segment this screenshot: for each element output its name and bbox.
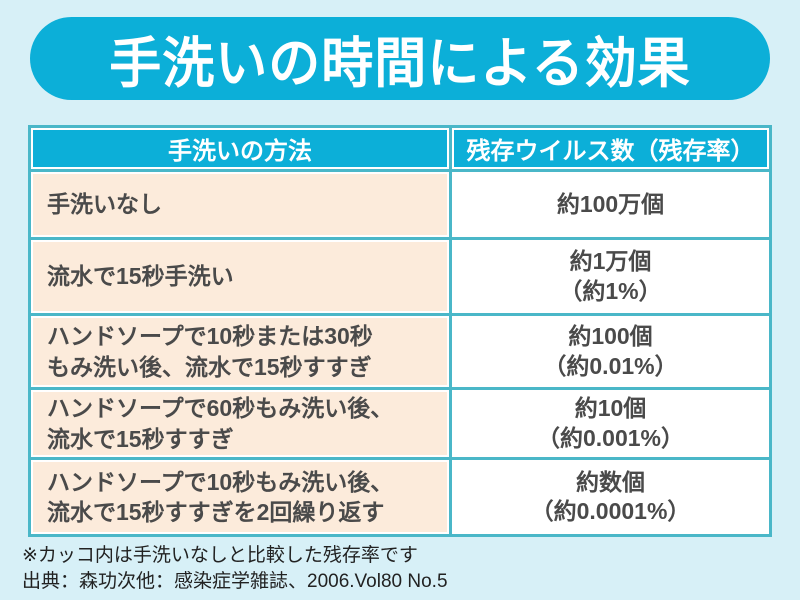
table-cell-result-3: 約100個 （約0.01%） bbox=[452, 316, 769, 387]
column-header-method: 手洗いの方法 bbox=[31, 128, 449, 169]
note-line: ※カッコ内は手洗いなしと比較した残存率です bbox=[22, 545, 418, 566]
virus-rate-4: （約0.001%） bbox=[536, 424, 684, 451]
footnotes: ※カッコ内は手洗いなしと比較した残存率です 出典：森功次他：感染症学雑誌、200… bbox=[22, 543, 448, 595]
virus-count-4: 約10個 bbox=[574, 395, 647, 422]
virus-rate-3: （約0.01%） bbox=[543, 352, 678, 379]
table-cell-method-4: ハンドソープで60秒もみ洗い後、 流水で15秒すすぎ bbox=[31, 390, 449, 457]
table-cell-method-2: 流水で15秒手洗い bbox=[31, 240, 449, 313]
title-banner: 手洗いの時間による効果 bbox=[30, 17, 770, 100]
table-cell-method-5: ハンドソープで10秒もみ洗い後、 流水で15秒すすぎを2回繰り返す bbox=[31, 460, 449, 534]
handwash-effect-table: 手洗いの方法 残存ウイルス数（残存率） 手洗いなし 約100万個 流水で15秒手… bbox=[28, 125, 772, 537]
column-header-virus-count: 残存ウイルス数（残存率） bbox=[452, 128, 769, 169]
virus-rate-2: （約1%） bbox=[559, 277, 662, 304]
virus-count-1: 約100万個 bbox=[556, 190, 665, 217]
table-cell-method-3: ハンドソープで10秒または30秒 もみ洗い後、流水で15秒すすぎ bbox=[31, 316, 449, 387]
table-cell-result-4: 約10個 （約0.001%） bbox=[452, 390, 769, 457]
virus-count-5: 約数個 bbox=[576, 468, 645, 495]
page-title: 手洗いの時間による効果 bbox=[109, 33, 691, 95]
source-line: 出典：森功次他：感染症学雑誌、2006.Vol80 No.5 bbox=[22, 571, 448, 592]
table-cell-method-1: 手洗いなし bbox=[31, 172, 449, 237]
virus-count-3: 約100個 bbox=[568, 323, 653, 350]
table-cell-result-1: 約100万個 bbox=[452, 172, 769, 237]
virus-rate-5: （約0.0001%） bbox=[530, 498, 691, 524]
table-cell-result-2: 約1万個 （約1%） bbox=[452, 240, 769, 313]
virus-count-2: 約1万個 bbox=[569, 248, 652, 275]
table-cell-result-5: 約数個 （約0.0001%） bbox=[452, 460, 769, 534]
